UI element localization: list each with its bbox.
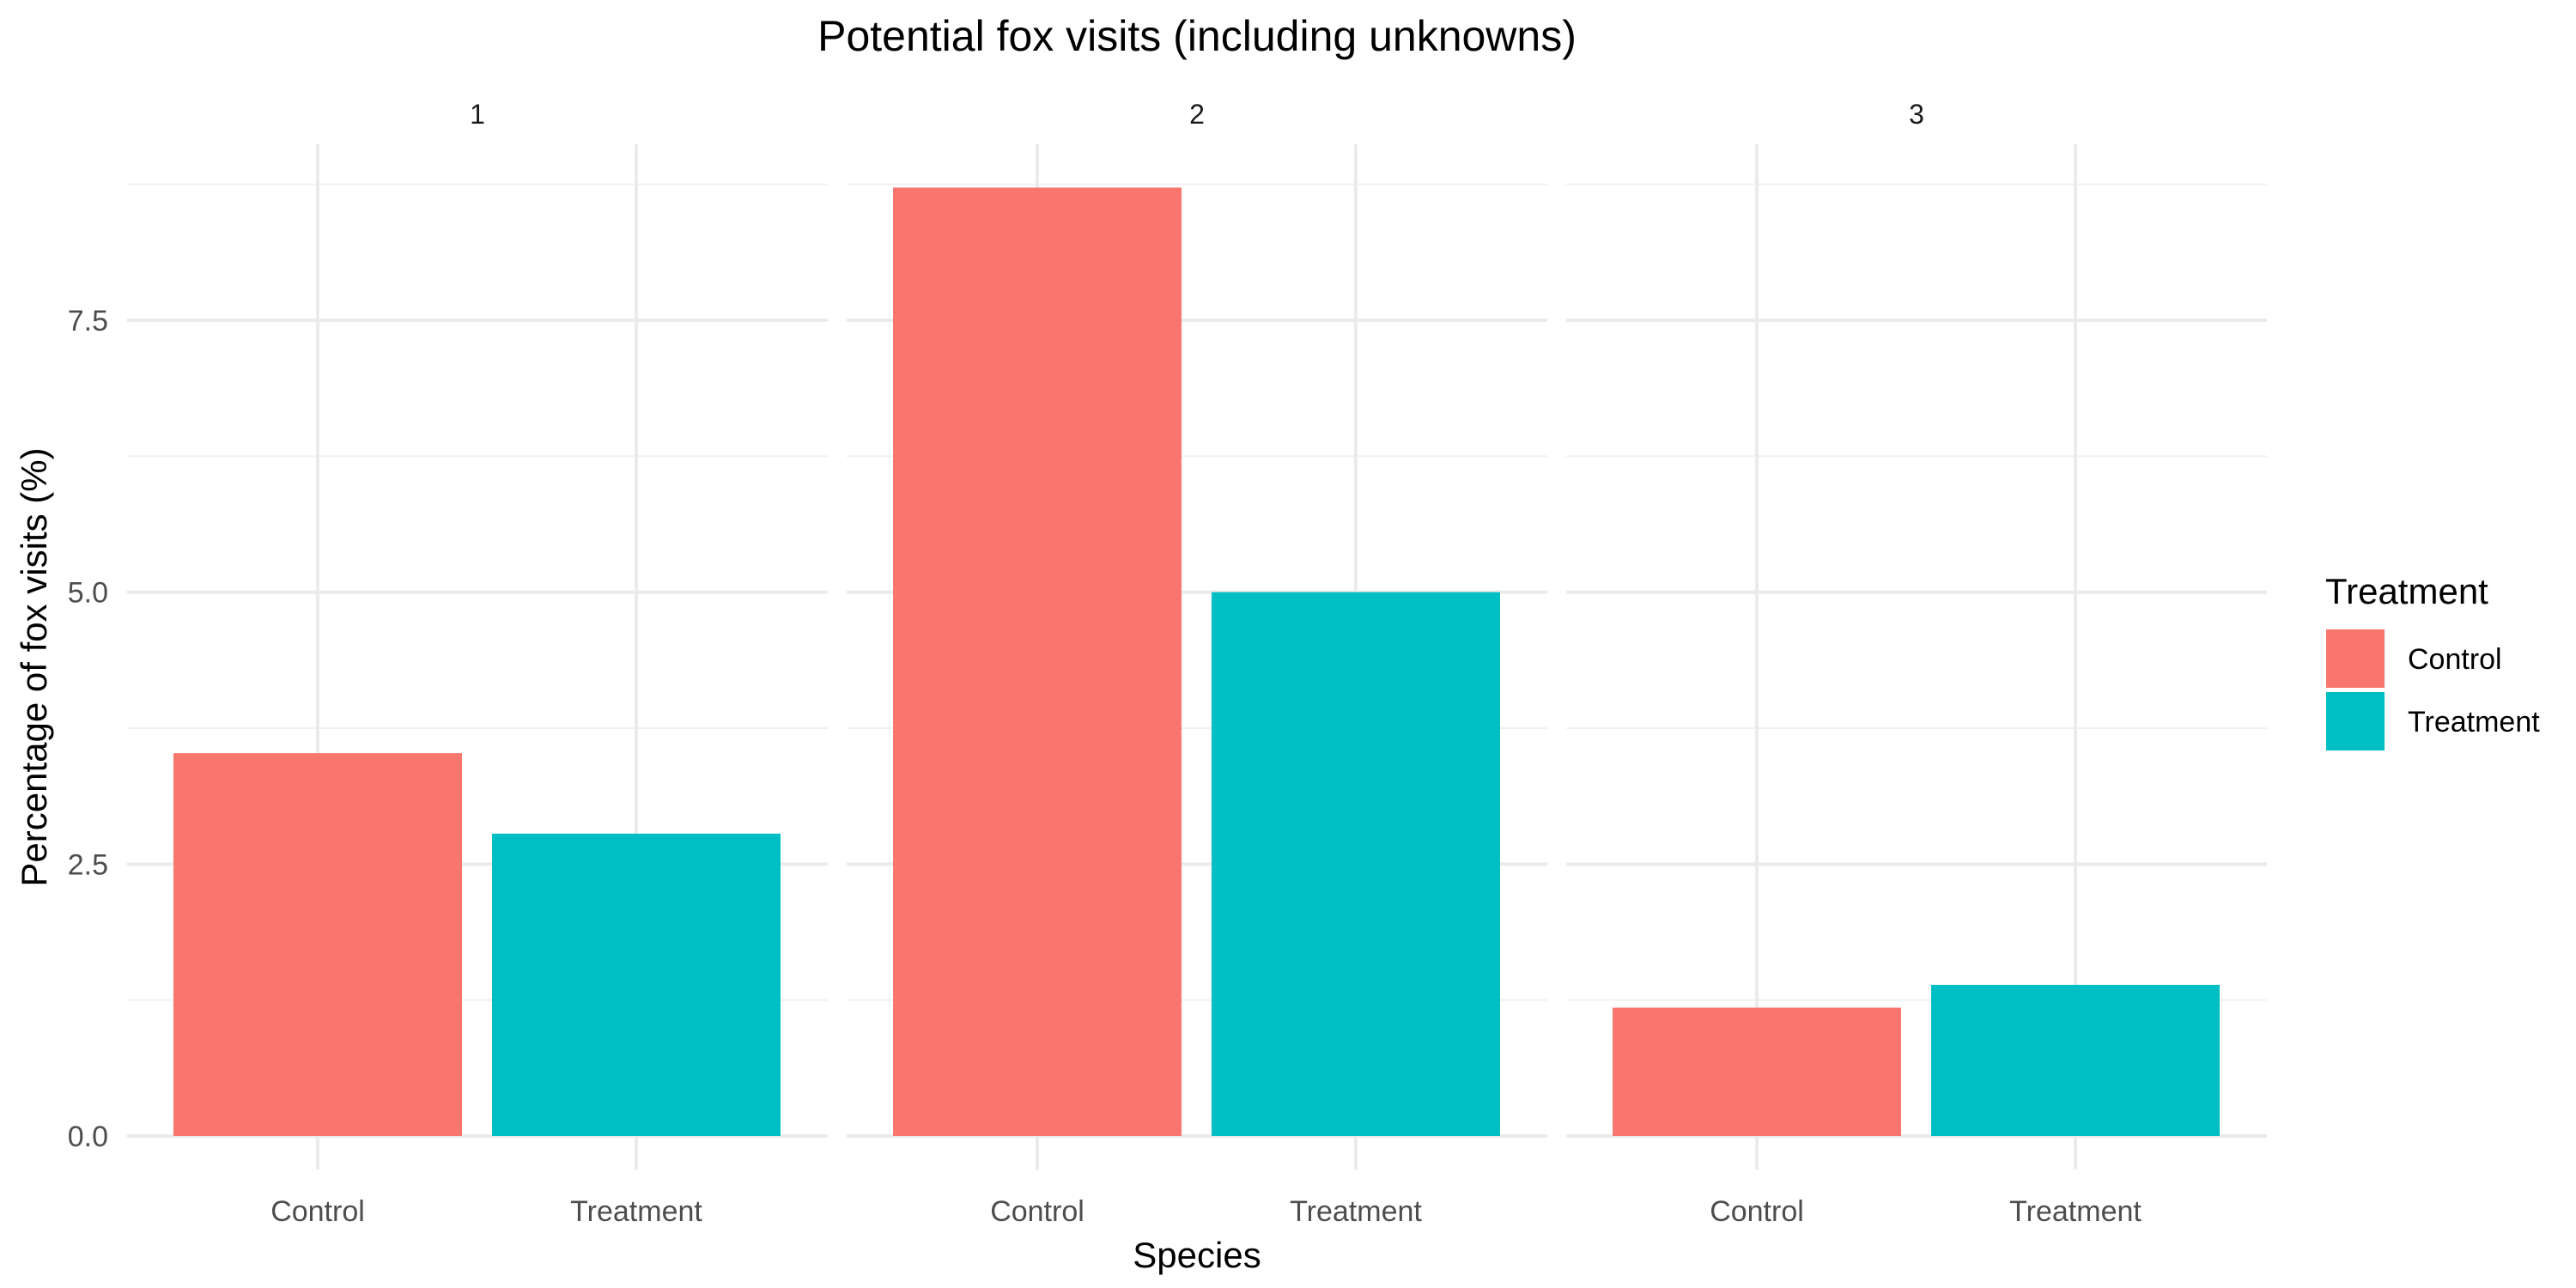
x-tick-label: Treatment xyxy=(1290,1195,1422,1228)
facet-panels: 1 Control Treatment 2 Control Treatment 3 Contr… xyxy=(68,99,2267,1228)
legend-title: Treatment xyxy=(2325,571,2488,611)
facet-panel-3: 3 Control Treatment xyxy=(1566,99,2267,1228)
facet-panel-1: 1 Control Treatment xyxy=(127,99,828,1228)
x-tick-label: Treatment xyxy=(570,1195,702,1228)
x-tick-label: Control xyxy=(990,1195,1084,1228)
facet-panel-2: 2 Control Treatment xyxy=(847,99,1547,1228)
y-tick-label: 7.5 xyxy=(68,305,108,337)
bar-treatment-facet-3 xyxy=(1931,984,2220,1136)
y-tick-label: 5.0 xyxy=(68,577,108,610)
x-tick-label: Control xyxy=(270,1195,365,1228)
bar-treatment-facet-2 xyxy=(1212,592,1500,1136)
bar-control-facet-1 xyxy=(173,753,462,1136)
facet-label: 1 xyxy=(470,99,485,130)
legend-key-control xyxy=(2324,628,2386,690)
facet-label: 3 xyxy=(1909,99,1924,130)
chart-title: Potential fox visits (including unknowns… xyxy=(817,12,1577,60)
bar-treatment-facet-1 xyxy=(492,833,781,1136)
y-tick-label: 2.5 xyxy=(68,848,108,881)
legend: Treatment Control Treatment xyxy=(2324,571,2540,752)
y-axis-title: Percentage of fox visits (%) xyxy=(14,447,54,886)
legend-label-control: Control xyxy=(2408,643,2502,676)
legend-label-treatment: Treatment xyxy=(2408,706,2540,738)
x-tick-label: Control xyxy=(1710,1195,1804,1228)
x-axis-title: Species xyxy=(1133,1235,1261,1275)
bar-control-facet-2 xyxy=(893,187,1182,1136)
x-tick-label: Treatment xyxy=(2009,1195,2142,1228)
bar-control-facet-3 xyxy=(1613,1007,1901,1136)
legend-key-treatment xyxy=(2324,690,2386,752)
y-tick-label: 0.0 xyxy=(68,1121,108,1153)
facet-label: 2 xyxy=(1189,99,1205,130)
